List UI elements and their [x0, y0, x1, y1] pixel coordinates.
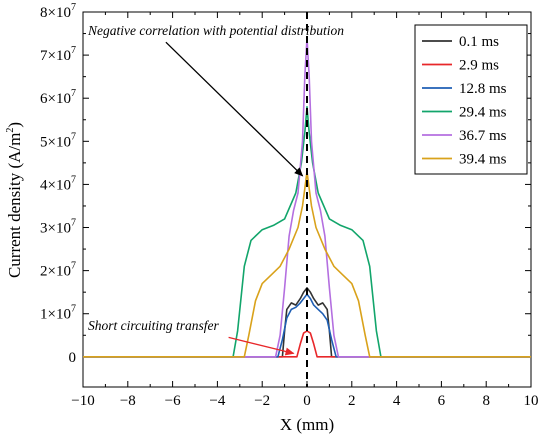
x-axis-ticks: −10 −8 −6 −4 −2 0 2 4 6 8 10 — [71, 12, 539, 409]
y-tick-label: 0 — [69, 350, 77, 366]
y-tick-label: 4×107 — [40, 174, 76, 193]
legend-label: 12.8 ms — [459, 81, 507, 97]
annotations-layer: Negative correlation with potential dist… — [87, 23, 344, 356]
x-tick-label: 2 — [348, 393, 356, 409]
x-tick-label: −2 — [254, 393, 270, 409]
annotation-arrow — [228, 336, 295, 356]
y-tick-label: 7×107 — [40, 45, 76, 64]
y-tick-label: 8×107 — [40, 2, 76, 21]
x-tick-label: 4 — [393, 393, 401, 409]
x-tick-label: 10 — [524, 393, 539, 409]
annotation-text: Short circuiting transfer — [88, 318, 219, 333]
annotation-text: Negative correlation with potential dist… — [87, 23, 344, 38]
legend-box — [414, 24, 528, 175]
y-tick-label: 1×107 — [40, 304, 76, 323]
x-tick-label: 8 — [482, 393, 490, 409]
x-axis-title: X (mm) — [280, 415, 334, 434]
x-tick-label: −4 — [209, 393, 225, 409]
legend-label: 36.7 ms — [459, 128, 507, 144]
legend-label: 0.1 ms — [459, 34, 499, 50]
y-tick-label: 3×107 — [40, 218, 76, 237]
x-tick-label: −8 — [120, 393, 136, 409]
legend: 0.1 ms 2.9 ms 12.8 ms 29.4 ms 36.7 ms 39.4 ms — [414, 24, 528, 175]
series-line-0-1-ms — [83, 287, 531, 358]
x-tick-label: −10 — [71, 393, 94, 409]
annotation-arrow — [165, 41, 304, 177]
y-axis-ticks: 0 1×107 2×107 3×107 4×107 5×107 6×107 7×107 8×10… — [40, 2, 531, 366]
x-tick-label: 0 — [303, 393, 311, 409]
y-tick-label: 6×107 — [40, 88, 76, 107]
y-tick-label: 2×107 — [40, 261, 76, 280]
x-tick-label: −6 — [165, 393, 181, 409]
x-tick-label: 6 — [438, 393, 446, 409]
legend-label: 2.9 ms — [459, 58, 499, 74]
legend-label: 39.4 ms — [459, 152, 507, 168]
y-tick-label: 5×107 — [40, 131, 76, 150]
legend-label: 29.4 ms — [459, 105, 507, 121]
y-axis-title: Current density (A/m2) — [5, 122, 24, 278]
series-line-29-4-ms — [83, 106, 531, 358]
